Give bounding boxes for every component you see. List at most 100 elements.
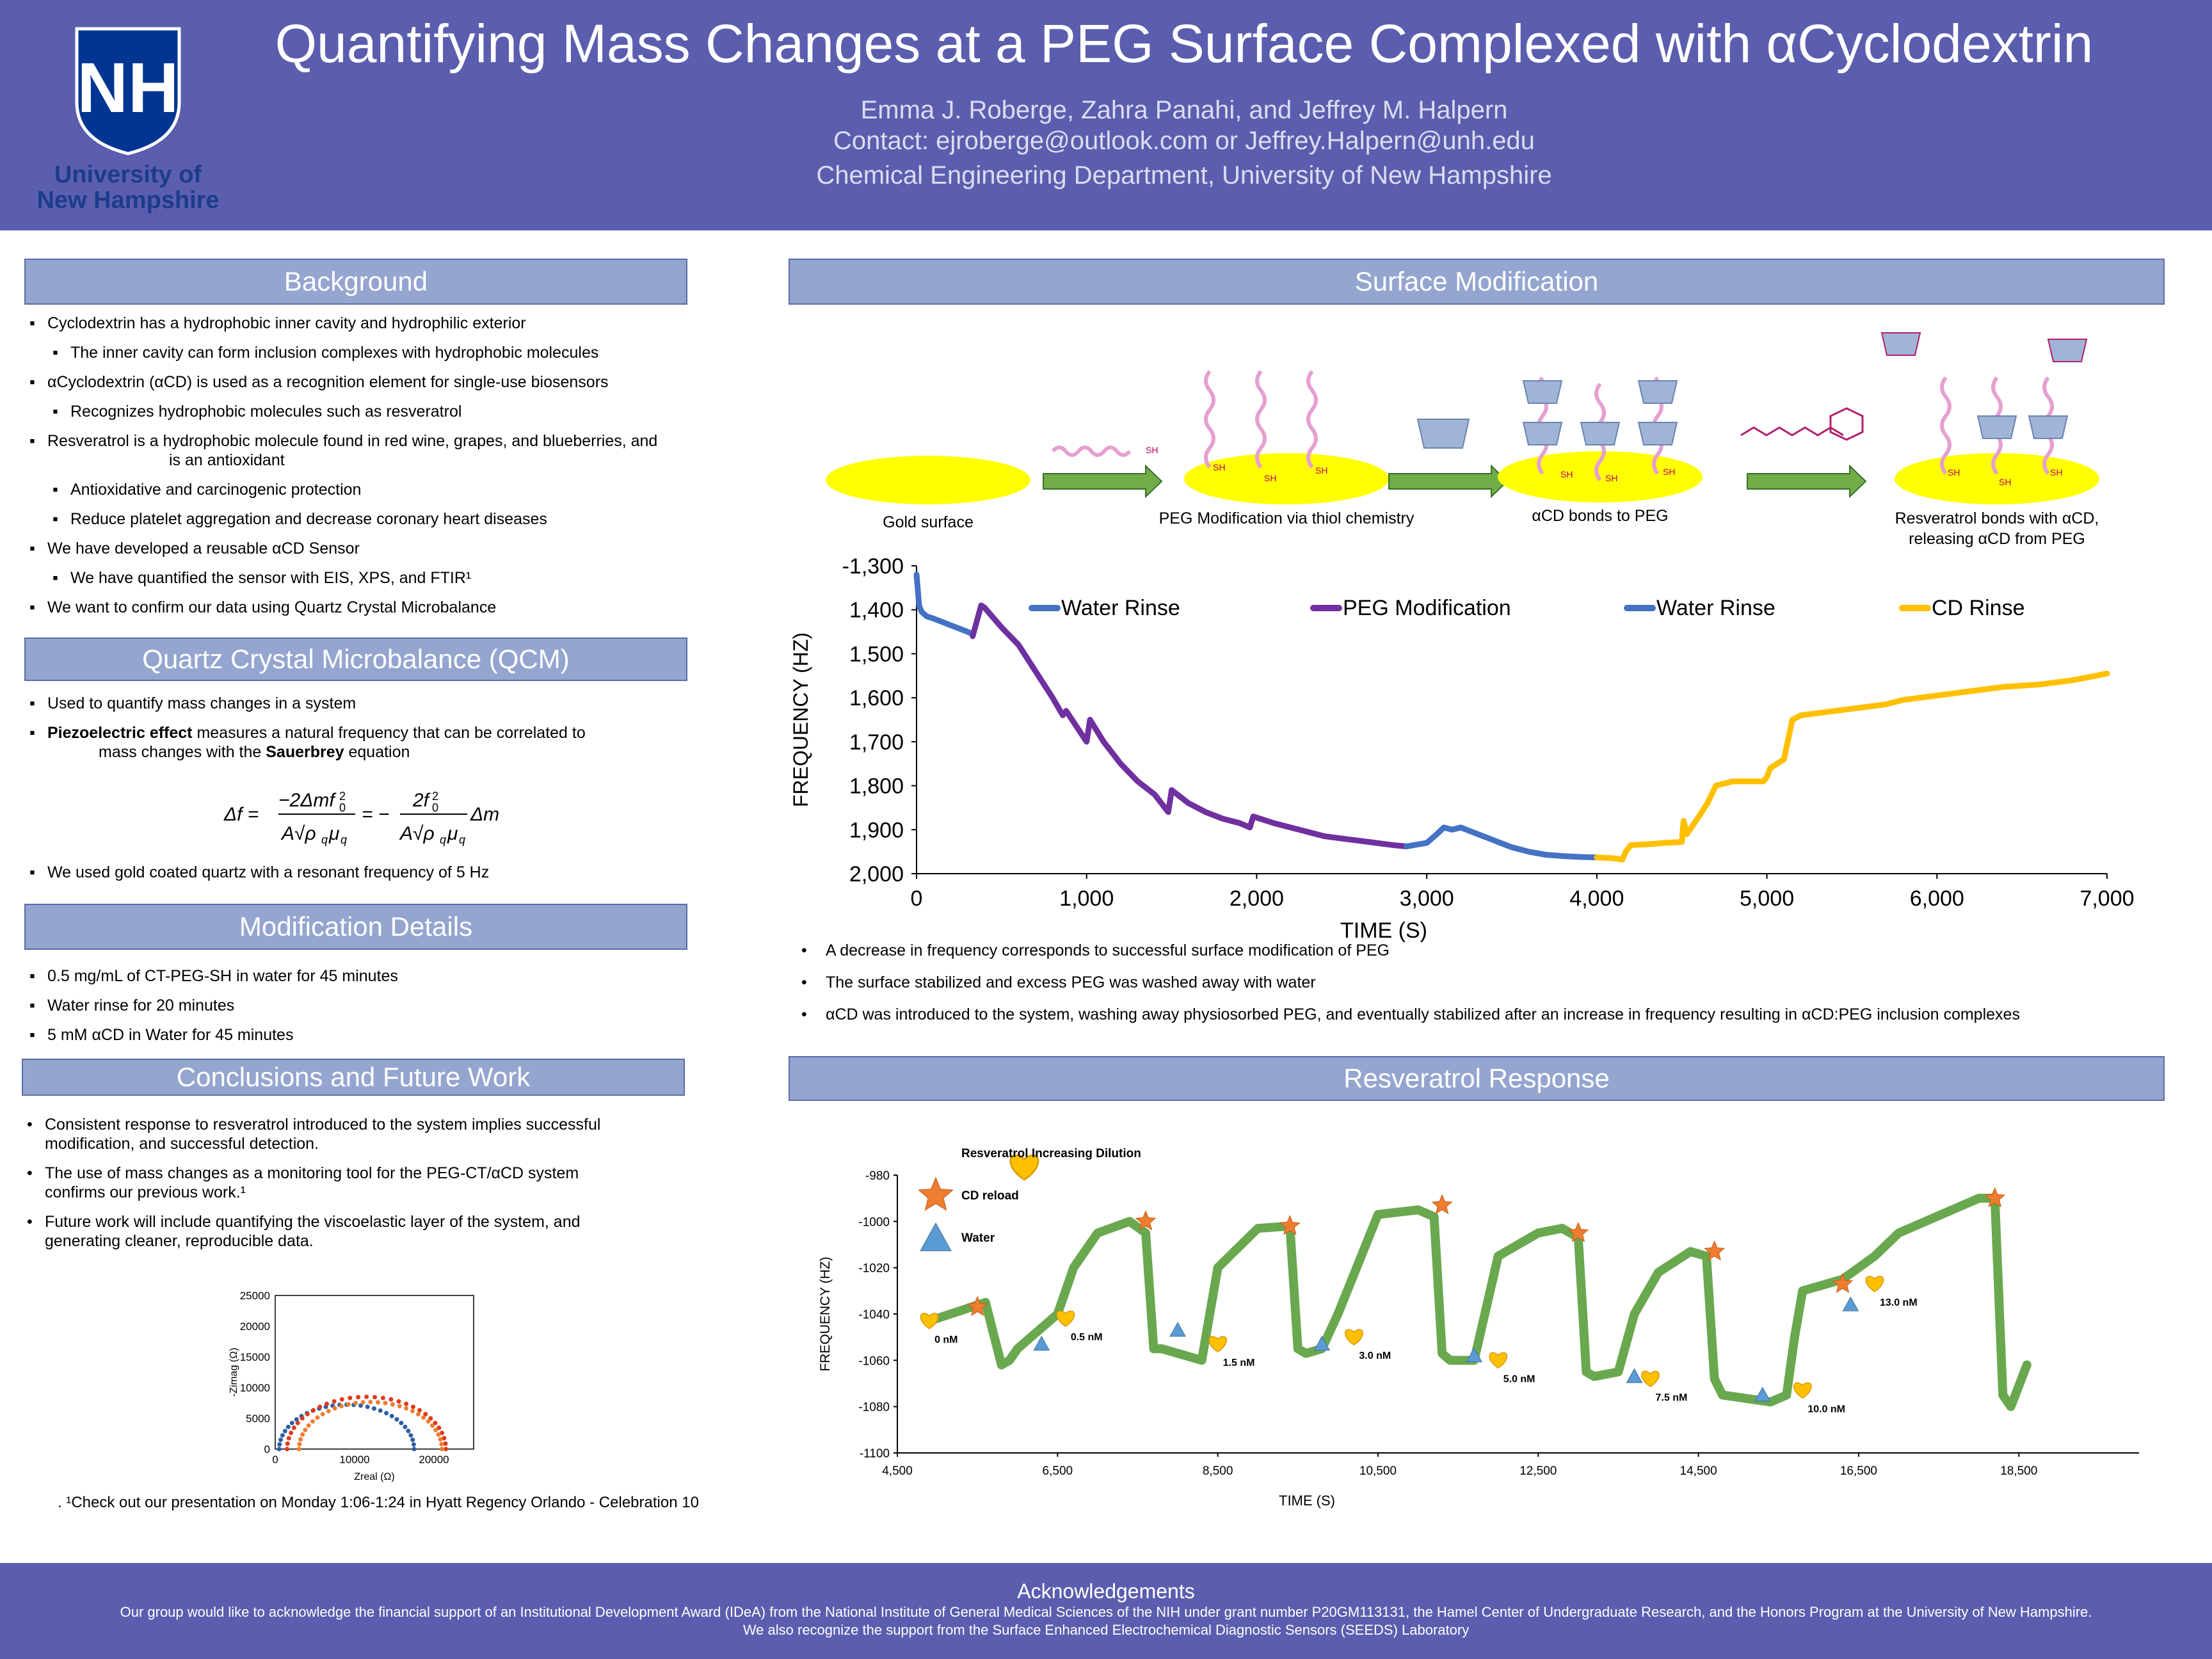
eis-point bbox=[412, 1447, 417, 1452]
eis-point bbox=[444, 1447, 449, 1452]
svg-text:μ: μ bbox=[447, 823, 458, 844]
eis-point bbox=[326, 1409, 331, 1414]
water-marker bbox=[920, 1222, 952, 1251]
svg-text:A√ρ: A√ρ bbox=[280, 823, 316, 844]
svg-text:Δm: Δm bbox=[470, 804, 499, 825]
eis-point bbox=[399, 1420, 404, 1425]
qcm-frequency-chart: -1,300 1,400 1,500 1,600 1,700 1,800 1,900 2,00… bbox=[789, 554, 2135, 943]
sh-label: SH bbox=[1560, 469, 1573, 479]
arrow-icon bbox=[1388, 464, 1509, 499]
series-line bbox=[913, 572, 976, 637]
qcm-list: ▪ Used to quantify mass changes in a syst… bbox=[24, 694, 690, 772]
x-tick-label: 5,000 bbox=[1740, 886, 1794, 911]
peg-chain-icon bbox=[1051, 445, 1132, 457]
list-item: ▪ Cyclodextrin has a hydrophobic inner ca… bbox=[29, 314, 526, 332]
eis-point bbox=[289, 1431, 294, 1436]
x-axis-label: TIME (S) bbox=[1279, 1493, 1335, 1509]
eis-point bbox=[396, 1399, 401, 1404]
logo-line1: University of bbox=[54, 161, 202, 188]
eis-point bbox=[440, 1431, 445, 1436]
water-marker bbox=[1313, 1335, 1331, 1351]
modification-heading: Modification Details bbox=[24, 904, 687, 950]
eis-point bbox=[353, 1400, 358, 1406]
eis-point bbox=[298, 1437, 303, 1442]
concentration-label: 0.5 nM bbox=[1071, 1332, 1103, 1343]
resveratrol-chart: -980 -1000 -1020 -1040 -1060 -1080 -1100 4,500 6… bbox=[818, 1147, 2139, 1509]
eis-point bbox=[428, 1416, 433, 1421]
eis-point bbox=[378, 1408, 383, 1413]
x-tick-label: 12,500 bbox=[1519, 1464, 1557, 1478]
y-tick-label: 15000 bbox=[240, 1351, 270, 1363]
cyclodextrin-icon bbox=[1637, 380, 1678, 404]
list-item: ▪ Antioxidative and carcinogenic protecti… bbox=[52, 481, 362, 499]
legend-label: CD reload bbox=[961, 1189, 1019, 1203]
peg-chain-icon bbox=[1306, 370, 1318, 469]
acknowledgements-line2: We also recognize the support from the S… bbox=[742, 1622, 1470, 1638]
eis-point bbox=[433, 1427, 438, 1432]
y-tick-label: 1,700 bbox=[849, 730, 904, 755]
surface-schematic: Gold surface SH SH SH SH PEG Modificatio… bbox=[826, 332, 2099, 548]
y-tick-label: -1,300 bbox=[842, 554, 904, 579]
eis-point bbox=[315, 1415, 320, 1420]
list-item: • Consistent response to resveratrol intr… bbox=[27, 1116, 601, 1153]
eis-point bbox=[360, 1400, 365, 1405]
eis-point bbox=[380, 1395, 385, 1400]
arrow-icon bbox=[1747, 464, 1867, 499]
list-item: ▪ αCyclodextrin (αCD) is used as a recogn… bbox=[29, 373, 609, 391]
eis-point bbox=[417, 1407, 422, 1413]
eis-point bbox=[442, 1436, 447, 1441]
concentration-label: 1.5 nM bbox=[1223, 1358, 1255, 1368]
eis-point bbox=[356, 1395, 361, 1400]
list-item: ▪ We have developed a reusable αCD Sensor bbox=[29, 540, 360, 557]
peg-chain-icon bbox=[1255, 370, 1267, 469]
eis-point bbox=[320, 1411, 325, 1416]
water-marker bbox=[1626, 1368, 1643, 1383]
svg-text:2: 2 bbox=[339, 790, 346, 803]
eis-point bbox=[365, 1404, 370, 1409]
sh-label: SH bbox=[1264, 473, 1276, 483]
cyclodextrin-icon bbox=[1522, 380, 1563, 404]
eis-point bbox=[280, 1433, 285, 1438]
eis-point bbox=[332, 1399, 337, 1404]
acknowledgements-line1: Our group would like to acknowledge the … bbox=[120, 1604, 2092, 1620]
resveratrol-marker bbox=[1345, 1329, 1363, 1346]
y-tick-label: -1100 bbox=[860, 1447, 890, 1461]
eis-point bbox=[406, 1429, 411, 1434]
water-marker bbox=[1754, 1386, 1771, 1402]
x-tick-label: 0 bbox=[911, 886, 923, 911]
list-item: ▪ Used to quantify mass changes in a syst… bbox=[29, 694, 357, 712]
x-tick-label: 10,500 bbox=[1359, 1464, 1397, 1478]
concentration-label: 10.0 nM bbox=[1807, 1404, 1845, 1415]
resveratrol-marker bbox=[1865, 1276, 1884, 1292]
eis-point bbox=[300, 1416, 305, 1421]
list-item: • The use of mass changes as a monitoring… bbox=[27, 1164, 579, 1201]
eis-point bbox=[403, 1424, 408, 1429]
legend-label: PEG Modification bbox=[1343, 596, 1511, 620]
logo-letters: NH bbox=[77, 49, 179, 127]
eis-point bbox=[389, 1413, 394, 1418]
sauerbrey-equation: Δf = −2Δmf 02 A√ρ q μ q = − 2f 02 A√ρ q μ q Δm bbox=[223, 790, 499, 846]
cd-marker bbox=[1279, 1215, 1301, 1235]
eis-point bbox=[383, 1400, 388, 1406]
svg-text:0: 0 bbox=[432, 801, 438, 814]
list-item: ▪ 5 mM αCD in Water for 45 minutes bbox=[29, 1026, 294, 1044]
background-list: ▪ Cyclodextrin has a hydrophobic inner ca… bbox=[24, 314, 690, 627]
concentration-label: 0 nM bbox=[934, 1334, 958, 1345]
qcm-heading: Quartz Crystal Microbalance (QCM) bbox=[24, 637, 687, 681]
svg-text:2: 2 bbox=[432, 790, 438, 803]
list-item: ▪ Recognizes hydrophobic molecules such a… bbox=[52, 403, 462, 421]
svg-text:q: q bbox=[459, 833, 465, 846]
cyclodextrin-icon bbox=[1637, 422, 1678, 445]
series-line bbox=[1594, 670, 2110, 863]
eis-point bbox=[415, 1411, 421, 1416]
eis-point bbox=[375, 1400, 380, 1405]
cyclodextrin-icon bbox=[2028, 415, 2069, 439]
legend-label: Resveratrol Increasing Dilution bbox=[961, 1147, 1141, 1160]
modification-list: ▪ 0.5 mg/mL of CT-PEG-SH in water for 45 … bbox=[24, 966, 690, 1055]
cd-marker bbox=[1832, 1272, 1854, 1293]
background-heading: Background bbox=[24, 259, 687, 305]
surface-heading: Surface Modification bbox=[789, 259, 2165, 305]
svg-text:−2Δmf: −2Δmf bbox=[278, 790, 336, 811]
peg-chain-icon bbox=[1204, 370, 1215, 469]
step-label: αCD bonds to PEG bbox=[1532, 507, 1668, 525]
